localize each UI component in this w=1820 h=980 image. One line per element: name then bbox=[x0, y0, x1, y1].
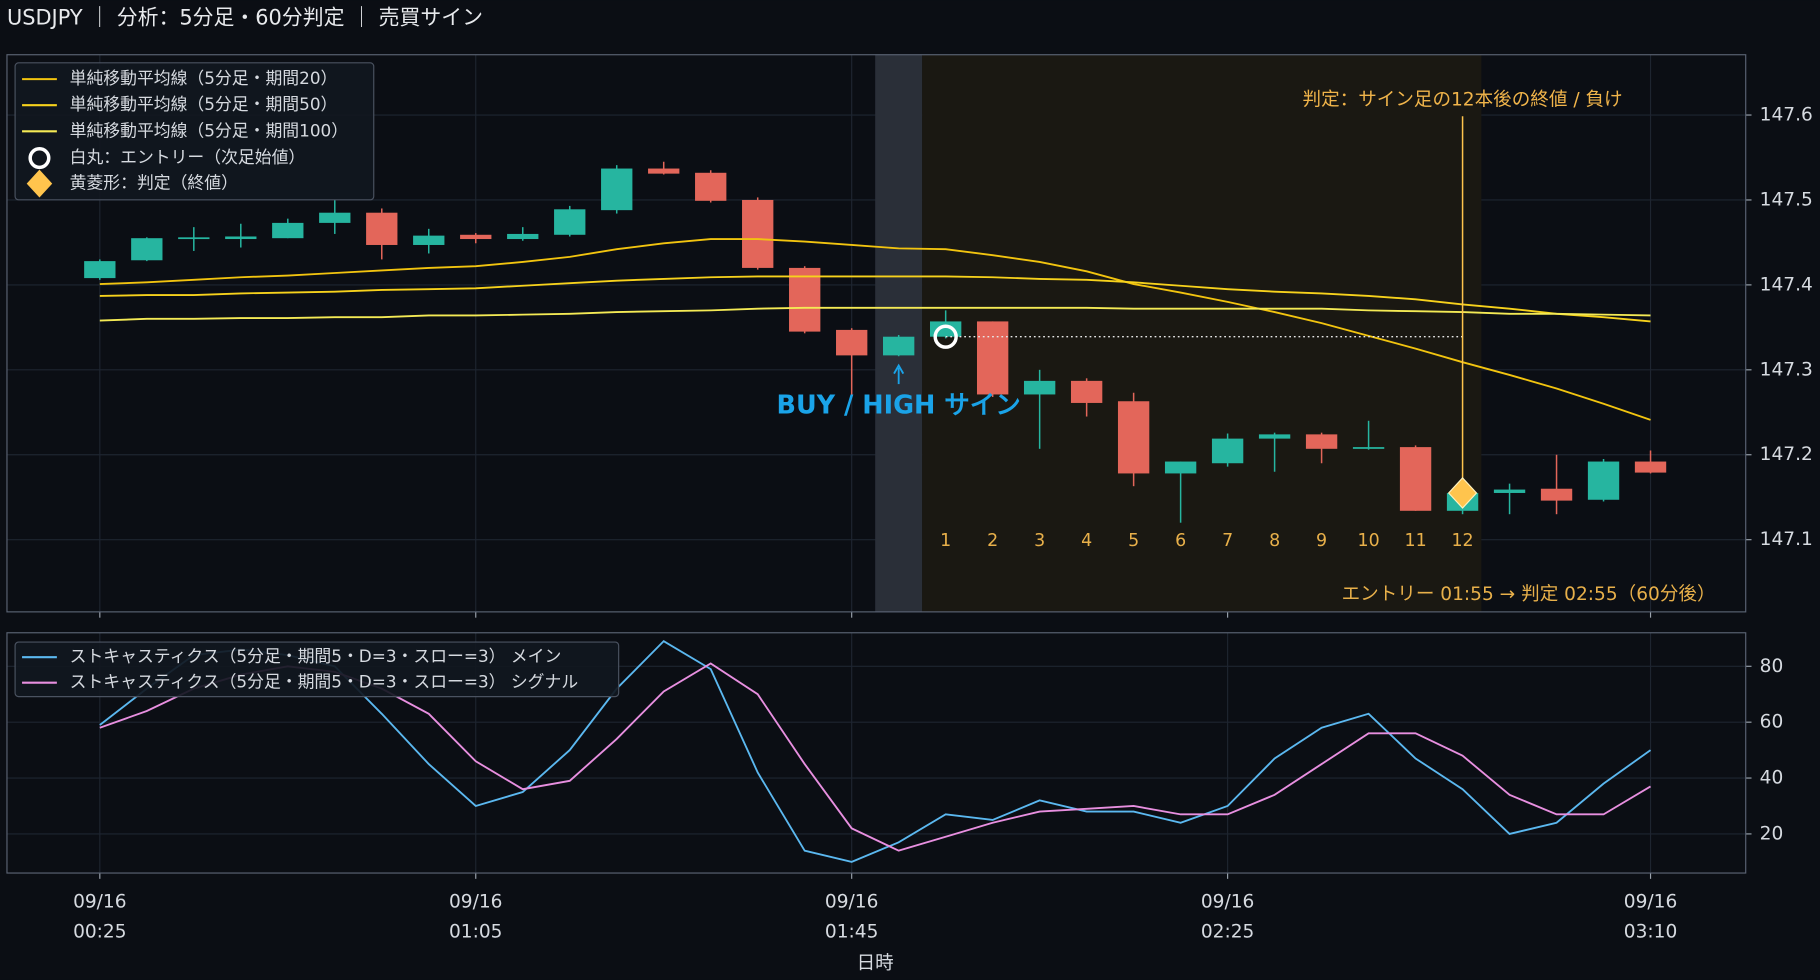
y-tick-label: 147.5 bbox=[1760, 189, 1813, 210]
count-label: 10 bbox=[1358, 531, 1380, 551]
candle-body bbox=[272, 222, 304, 239]
y-tick-label: 80 bbox=[1760, 656, 1784, 677]
x-tick-label: 09/16 bbox=[73, 892, 127, 913]
candle-body bbox=[1587, 461, 1620, 500]
candle-body bbox=[695, 172, 727, 201]
count-label: 2 bbox=[987, 531, 998, 551]
legend bbox=[14, 641, 620, 698]
y-tick-label: 147.3 bbox=[1760, 359, 1813, 380]
count-label: 4 bbox=[1081, 531, 1092, 551]
candle-body bbox=[1117, 401, 1150, 474]
x-tick-label: 09/16 bbox=[825, 892, 878, 913]
candle-body bbox=[929, 321, 962, 337]
candle-body bbox=[554, 209, 586, 235]
panel-border bbox=[6, 54, 1747, 613]
legend-label: 単純移動平均線（5分足・期間100） bbox=[70, 120, 348, 140]
y-tick-label: 147.6 bbox=[1760, 105, 1813, 126]
count-label: 12 bbox=[1451, 531, 1473, 551]
count-label: 11 bbox=[1405, 531, 1427, 551]
candle-body bbox=[1634, 461, 1667, 473]
y-tick-label: 40 bbox=[1760, 768, 1784, 789]
candle-body bbox=[1070, 380, 1103, 403]
legend-label: 単純移動平均線（5分足・期間20） bbox=[70, 68, 338, 88]
legend bbox=[14, 62, 375, 201]
x-tick-label: 09/16 bbox=[449, 892, 503, 913]
candle-body bbox=[178, 237, 210, 240]
candle-body bbox=[789, 267, 821, 332]
candle-body bbox=[319, 212, 351, 223]
legend-label: 黄菱形：判定（終値） bbox=[70, 173, 238, 193]
count-label: 8 bbox=[1269, 531, 1280, 551]
candle-body bbox=[1258, 434, 1291, 439]
candle-body bbox=[836, 329, 868, 356]
candle-body bbox=[648, 168, 680, 174]
stoch-panel: 09/16 00:25 09/16 01:05 09/16 01:45 09/16 02:25… bbox=[6, 632, 1784, 943]
candle-body bbox=[460, 234, 492, 240]
candle-body bbox=[883, 336, 915, 356]
candle-body bbox=[742, 199, 774, 268]
candle-body bbox=[976, 321, 1009, 395]
candle-body bbox=[1305, 434, 1338, 449]
candle-body bbox=[601, 168, 633, 211]
legend-label: 単純移動平均線（5分足・期間50） bbox=[70, 94, 338, 114]
candle-body bbox=[1352, 447, 1385, 449]
x-tick-label: 09/16 bbox=[1624, 892, 1677, 913]
candle-body bbox=[1211, 438, 1244, 464]
x-tick-label: 01:05 bbox=[449, 922, 503, 943]
x-tick-label: 02:25 bbox=[1201, 922, 1255, 943]
x-tick-label: 00:25 bbox=[73, 922, 127, 943]
legend-label: 白丸：エントリー（次足始値） bbox=[70, 147, 306, 167]
signal-band bbox=[875, 54, 923, 612]
y-tick-label: 147.1 bbox=[1760, 529, 1813, 550]
x-tick-label: 03:10 bbox=[1624, 922, 1677, 943]
series-line bbox=[99, 306, 1651, 322]
signal-label: BUY / HIGH サイン bbox=[777, 390, 1021, 420]
panel-border bbox=[6, 632, 1747, 874]
series-line bbox=[99, 275, 1651, 323]
legend-label: ストキャスティクス（5分足・期間5・D=3・スロー=3） シグナル bbox=[70, 672, 579, 692]
count-label: 5 bbox=[1128, 531, 1139, 551]
candle-body bbox=[507, 233, 539, 240]
count-label: 9 bbox=[1316, 531, 1327, 551]
y-tick-label: 20 bbox=[1760, 823, 1784, 844]
candle-body bbox=[225, 236, 257, 240]
annotation: 判定：サイン足の12本後の終値 / 負け bbox=[1303, 89, 1623, 110]
y-tick-label: 147.2 bbox=[1760, 444, 1813, 465]
count-label: 7 bbox=[1222, 531, 1233, 551]
x-tick-label: 09/16 bbox=[1201, 892, 1255, 913]
candle-body bbox=[1023, 380, 1056, 395]
x-axis-label: 日時 bbox=[857, 953, 894, 974]
count-label: 3 bbox=[1034, 531, 1045, 551]
entry-marker bbox=[933, 324, 958, 349]
candle-body bbox=[1540, 488, 1573, 501]
series-line bbox=[99, 238, 1651, 421]
judgment-marker bbox=[1447, 477, 1478, 509]
price-panel: 147.1 147.2 147.3 147.4 147.5 147.6 BUY / HIGH… bbox=[6, 54, 1813, 618]
legend-swatch bbox=[28, 147, 51, 170]
y-tick-label: 60 bbox=[1760, 712, 1784, 733]
candle-body bbox=[84, 261, 116, 279]
legend-swatch bbox=[26, 169, 53, 198]
count-label: 1 bbox=[940, 531, 951, 551]
candle-body bbox=[1164, 461, 1197, 474]
y-tick-label: 147.4 bbox=[1760, 274, 1813, 295]
signal-arrow-head bbox=[893, 363, 905, 375]
annotation: エントリー 01:55 → 判定 02:55（60分後） bbox=[1342, 584, 1716, 605]
count-label: 6 bbox=[1175, 531, 1186, 551]
candle-body bbox=[131, 238, 163, 261]
x-tick-label: 01:45 bbox=[825, 922, 878, 943]
candle-body bbox=[366, 212, 398, 245]
chart-title: USDJPY ｜ 分析：5分足・60分判定 ｜ 売買サイン bbox=[7, 6, 483, 30]
legend-label: ストキャスティクス（5分足・期間5・D=3・スロー=3） メイン bbox=[70, 646, 562, 666]
candle-body bbox=[1399, 447, 1432, 511]
judgment-band bbox=[922, 54, 1482, 612]
candle-body bbox=[413, 235, 445, 245]
candle-body bbox=[1493, 489, 1526, 493]
